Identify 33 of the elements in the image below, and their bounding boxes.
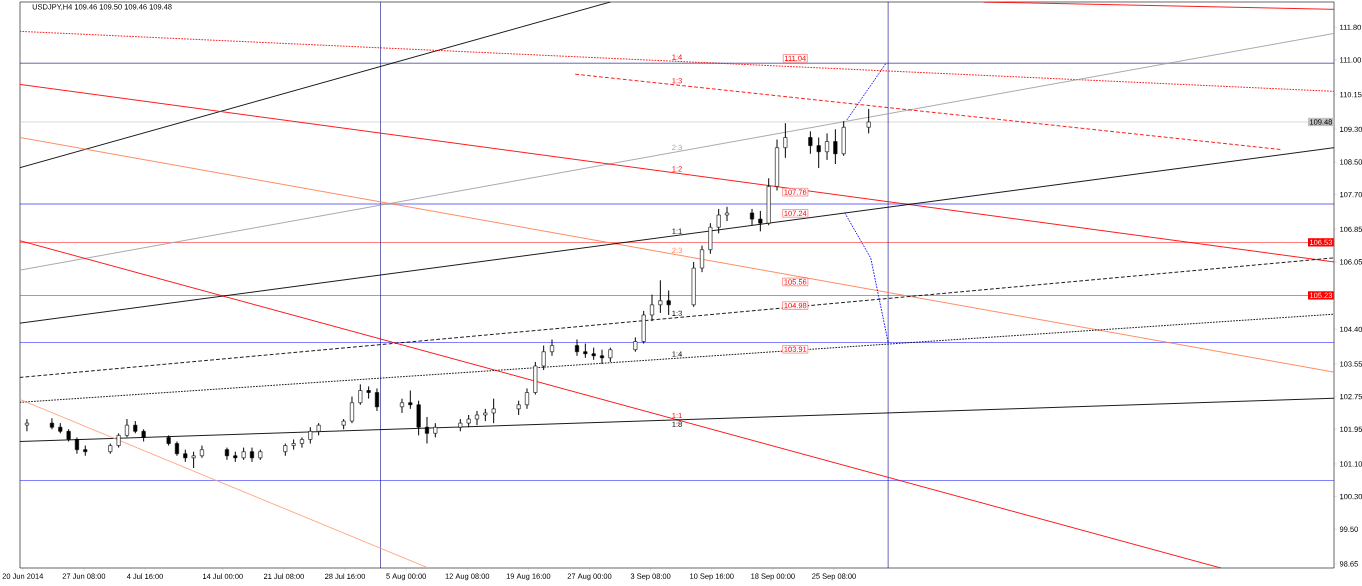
candlestick (491, 398, 496, 424)
candlestick (124, 418, 129, 438)
candlestick (524, 387, 530, 410)
candlestick (716, 208, 721, 234)
candlestick (649, 294, 655, 322)
candlestick (399, 398, 405, 414)
candlestick (658, 279, 663, 314)
candlestick (474, 410, 480, 426)
candlestick (824, 132, 830, 161)
candlestick (299, 436, 305, 449)
candlestick (808, 130, 813, 155)
candlestick (666, 290, 671, 316)
candlestick (574, 338, 580, 357)
candlestick (541, 345, 546, 371)
candlestick (408, 389, 413, 410)
candlestick (708, 222, 713, 255)
candlestick (816, 136, 821, 169)
candlestick (549, 338, 555, 357)
candlestick (249, 447, 255, 463)
candlestick (599, 349, 605, 365)
candlestick (724, 206, 730, 222)
candlestick (416, 400, 421, 436)
candlestick (358, 383, 363, 406)
candlestick (24, 418, 29, 432)
candlestick (758, 210, 763, 232)
candlestick (833, 128, 838, 165)
candlestick (49, 417, 54, 430)
candlestick (699, 245, 705, 273)
candlestick (374, 387, 380, 412)
candlestick (783, 122, 788, 159)
candlestick (866, 108, 871, 134)
candlestick (749, 208, 755, 226)
candlestick (349, 396, 355, 424)
